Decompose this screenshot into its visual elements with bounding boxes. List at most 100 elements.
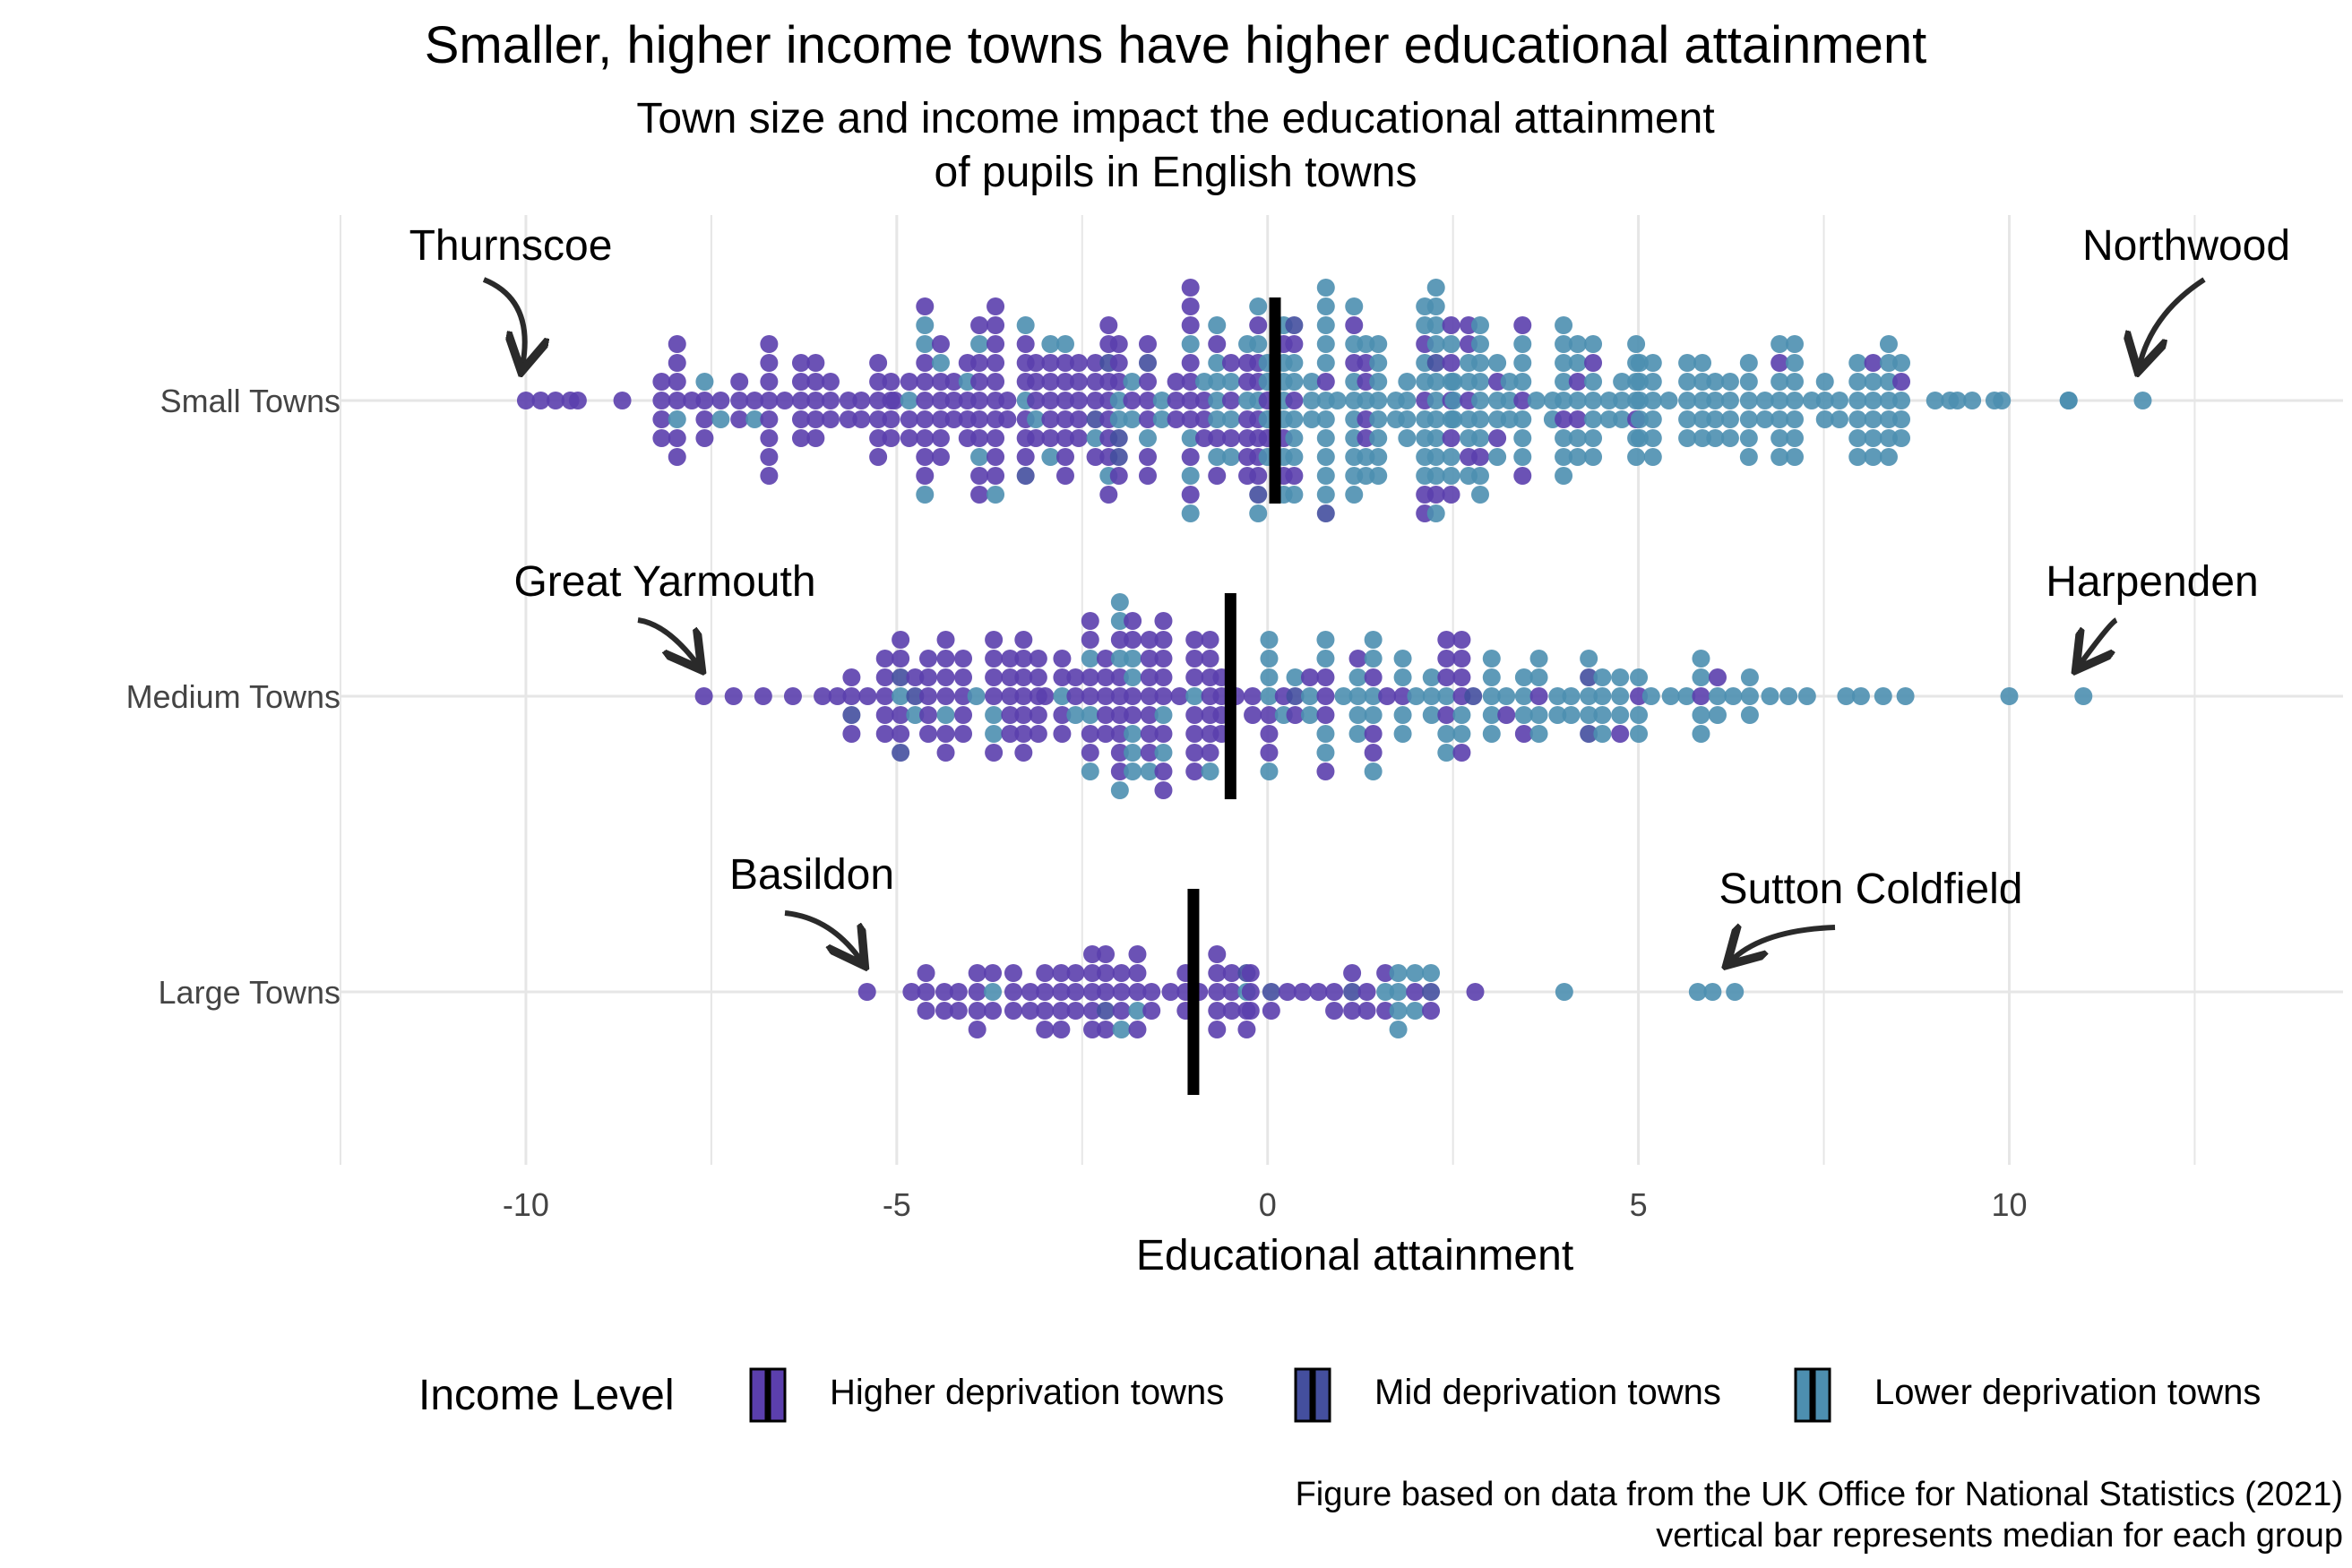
data-point-higher (1086, 354, 1105, 372)
data-point-higher (1181, 316, 1200, 334)
data-point-lower (1201, 762, 1219, 780)
data-point-lower (1779, 687, 1798, 705)
data-point-higher (916, 467, 935, 485)
data-point-lower (1892, 354, 1911, 372)
data-point-lower (916, 335, 935, 353)
data-point-higher (1497, 706, 1516, 724)
data-point-higher (842, 668, 861, 686)
data-point-lower (1140, 762, 1159, 780)
data-point-higher (1110, 631, 1129, 649)
data-point-higher (1110, 668, 1129, 686)
data-point-lower (1739, 392, 1758, 409)
data-point-higher (954, 650, 973, 668)
data-point-higher (936, 631, 955, 649)
data-point-lower (985, 725, 1004, 743)
data-point-lower (1678, 373, 1697, 391)
data-point-higher (1221, 354, 1240, 372)
data-point-higher (1029, 706, 1047, 724)
data-point-higher (730, 373, 749, 391)
data-point-lower (1369, 410, 1388, 428)
data-point-higher (694, 687, 713, 705)
data-point-higher (949, 983, 968, 1001)
data-point-higher (1138, 335, 1157, 353)
data-point-lower (1316, 744, 1335, 762)
data-point-lower (1112, 1021, 1131, 1038)
data-point-higher (892, 725, 910, 743)
data-point-lower (1611, 706, 1630, 724)
data-point-lower (1110, 650, 1129, 668)
data-point-lower (1500, 410, 1519, 428)
x-tick-label: 5 (1630, 1186, 1648, 1223)
data-point-lower (1739, 373, 1758, 391)
data-point-lower (1708, 687, 1727, 705)
data-point-higher (1195, 392, 1214, 409)
data-point-lower (1393, 650, 1412, 668)
data-point-lower (668, 410, 686, 428)
data-point-higher (1293, 983, 1312, 1001)
data-point-higher (1181, 410, 1200, 428)
data-point-higher (984, 1002, 1003, 1020)
data-point-higher (1514, 725, 1533, 743)
data-point-higher (1081, 612, 1099, 630)
data-point-lower (1555, 429, 1573, 447)
data-point-lower (1879, 335, 1898, 353)
data-point-lower (1785, 373, 1804, 391)
data-point-lower (1630, 429, 1649, 447)
data-point-lower (1643, 429, 1662, 447)
data-point-higher (935, 1002, 954, 1020)
annotation-arrow (2140, 277, 2206, 366)
data-point-higher (1110, 687, 1129, 705)
data-point-higher (1285, 392, 1304, 409)
data-point-lower (1643, 354, 1662, 372)
data-point-lower (1260, 762, 1279, 780)
data-point-higher (1001, 725, 1020, 743)
data-point-higher (998, 410, 1017, 428)
data-point-higher (902, 983, 921, 1001)
data-point-lower (1580, 687, 1598, 705)
data-point-lower (1154, 706, 1173, 724)
data-point-lower (1692, 725, 1710, 743)
data-point-lower (900, 392, 918, 409)
data-point-higher (806, 410, 825, 428)
data-point-lower (1364, 687, 1383, 705)
data-point-higher (998, 392, 1017, 409)
data-point-higher (1055, 467, 1074, 485)
data-point-higher (1208, 335, 1227, 353)
data-point-lower (1221, 410, 1240, 428)
data-point-lower (1348, 687, 1367, 705)
data-point-higher (906, 668, 925, 686)
data-point-higher (1140, 725, 1159, 743)
data-point-lower (1041, 335, 1060, 353)
data-point-lower (1316, 429, 1335, 447)
data-point-lower (1830, 410, 1848, 428)
data-point-higher (791, 373, 810, 391)
data-point-higher (1110, 744, 1129, 762)
data-point-higher (1325, 1002, 1344, 1020)
data-point-higher (852, 410, 871, 428)
data-point-higher (1316, 762, 1335, 780)
data-point-mid (842, 706, 861, 724)
data-point-lower (1128, 1002, 1147, 1020)
data-point-higher (935, 983, 954, 1001)
data-point-higher (1096, 725, 1115, 743)
x-tick-label: 10 (1991, 1186, 2027, 1223)
data-point-higher (1053, 706, 1072, 724)
data-point-lower (1316, 486, 1335, 504)
data-point-lower (1568, 448, 1587, 466)
data-point-higher (1237, 1021, 1256, 1038)
data-point-higher (1016, 448, 1035, 466)
data-point-lower (2074, 687, 2093, 705)
data-point-lower (1348, 668, 1367, 686)
data-point-higher (1036, 964, 1055, 982)
data-point-higher (1027, 373, 1046, 391)
data-point-higher (1316, 706, 1335, 724)
data-point-lower (1124, 762, 1142, 780)
data-point-higher (1406, 983, 1425, 1001)
data-point-lower (1529, 650, 1548, 668)
data-point-lower (1389, 983, 1408, 1001)
data-point-higher (1124, 631, 1142, 649)
data-point-lower (1442, 335, 1460, 353)
data-point-higher (754, 687, 772, 705)
data-point-higher (1001, 668, 1020, 686)
data-point-higher (1260, 744, 1279, 762)
